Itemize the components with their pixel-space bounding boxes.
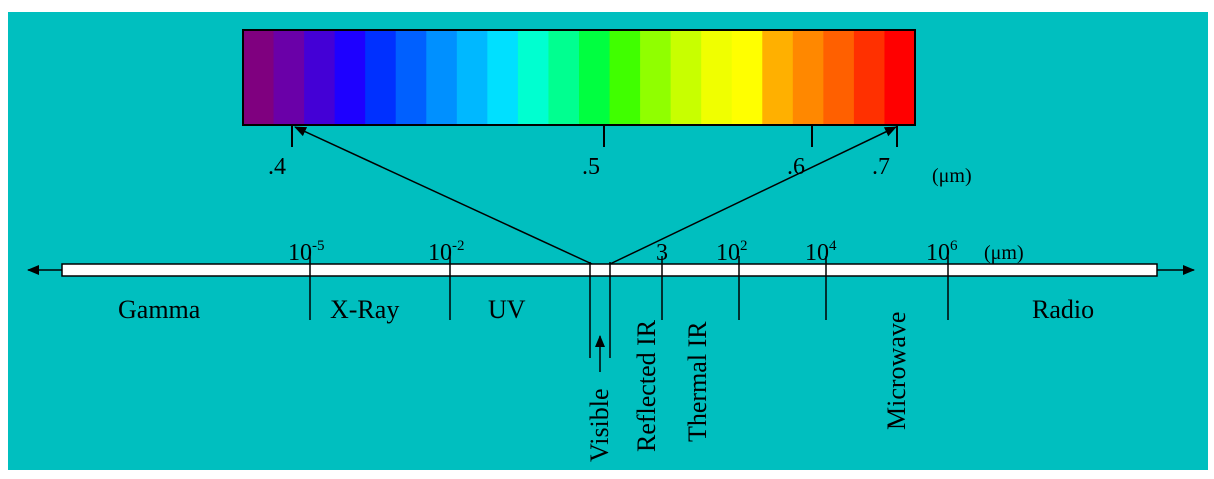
spectrum-color-segment <box>701 30 733 125</box>
zoom-arrow-right <box>609 126 897 265</box>
axis-tick-label-1e-5: 10-5 <box>288 238 325 266</box>
spectrum-tick-label-06: .6 <box>787 154 805 180</box>
spectrum-tick-label-04: .4 <box>268 154 286 180</box>
spectrum-tick-label-05: .5 <box>582 154 600 180</box>
axis-tick-label-1e-5-base: 10 <box>288 240 312 266</box>
spectrum-color-segment <box>579 30 611 125</box>
spectrum-color-segment <box>456 30 488 125</box>
visible-spectrum-bar <box>243 30 916 125</box>
band-label-xray: X-Ray <box>330 295 399 324</box>
axis-tick-label-1e4-base: 10 <box>805 240 829 266</box>
spectrum-color-segment <box>792 30 824 125</box>
spectrum-color-segment <box>365 30 397 125</box>
zoom-arrow-left <box>294 126 593 265</box>
spectrum-color-segment <box>395 30 427 125</box>
spectrum-color-segment <box>426 30 458 125</box>
spectrum-color-segment <box>823 30 855 125</box>
spectrum-color-segment <box>304 30 336 125</box>
axis-unit-label: (μm) <box>984 242 1024 264</box>
spectrum-color-segment <box>731 30 763 125</box>
axis-tick-label-1e-5-exp: -5 <box>312 238 325 254</box>
spectrum-color-segment <box>273 30 305 125</box>
spectrum-color-segment <box>640 30 672 125</box>
axis-tick-label-1e6: 106 <box>926 238 958 266</box>
band-label-reflected-ir: Reflected IR <box>632 319 661 452</box>
axis-tick-label-1e6-base: 10 <box>926 240 950 266</box>
spectrum-color-segment <box>609 30 641 125</box>
axis-tick-label-3: 3 <box>656 240 668 266</box>
spectrum-color-segment <box>670 30 702 125</box>
spectrum-color-segment <box>762 30 794 125</box>
spectrum-color-segment <box>487 30 519 125</box>
spectrum-tick-label-07: .7 <box>872 154 890 180</box>
axis-tick-label-1e2: 102 <box>716 238 748 266</box>
axis-tick-label-1e4-exp: 4 <box>829 238 837 254</box>
axis-tick-label-1e-2: 10-2 <box>428 238 465 266</box>
spectrum-color-segment <box>517 30 550 125</box>
axis-tick-label-1e-2-base: 10 <box>428 240 452 266</box>
spectrum-unit-label: (μm) <box>932 165 972 187</box>
spectrum-color-segment <box>884 30 916 125</box>
spectrum-bar-border <box>242 29 916 126</box>
band-label-thermal-ir: Thermal IR <box>683 321 712 442</box>
band-label-visible: Visible <box>585 388 614 462</box>
axis-tick-label-1e-2-exp: -2 <box>452 238 465 254</box>
band-label-radio: Radio <box>1032 295 1094 324</box>
axis-tick-label-3-base: 3 <box>656 240 668 266</box>
band-label-gamma: Gamma <box>118 295 201 324</box>
axis-tick-label-1e4: 104 <box>805 238 837 266</box>
band-label-uv: UV <box>488 295 526 324</box>
axis-tick-label-1e6-exp: 6 <box>950 238 958 254</box>
spectrum-color-segment <box>548 30 580 125</box>
spectrum-color-segment <box>334 30 366 125</box>
spectrum-color-segment <box>853 30 886 125</box>
axis-tick-label-1e2-exp: 2 <box>740 238 748 254</box>
spectrum-color-segment <box>243 30 275 125</box>
axis-tick-label-1e2-base: 10 <box>716 240 740 266</box>
band-label-microwave: Microwave <box>882 312 911 430</box>
